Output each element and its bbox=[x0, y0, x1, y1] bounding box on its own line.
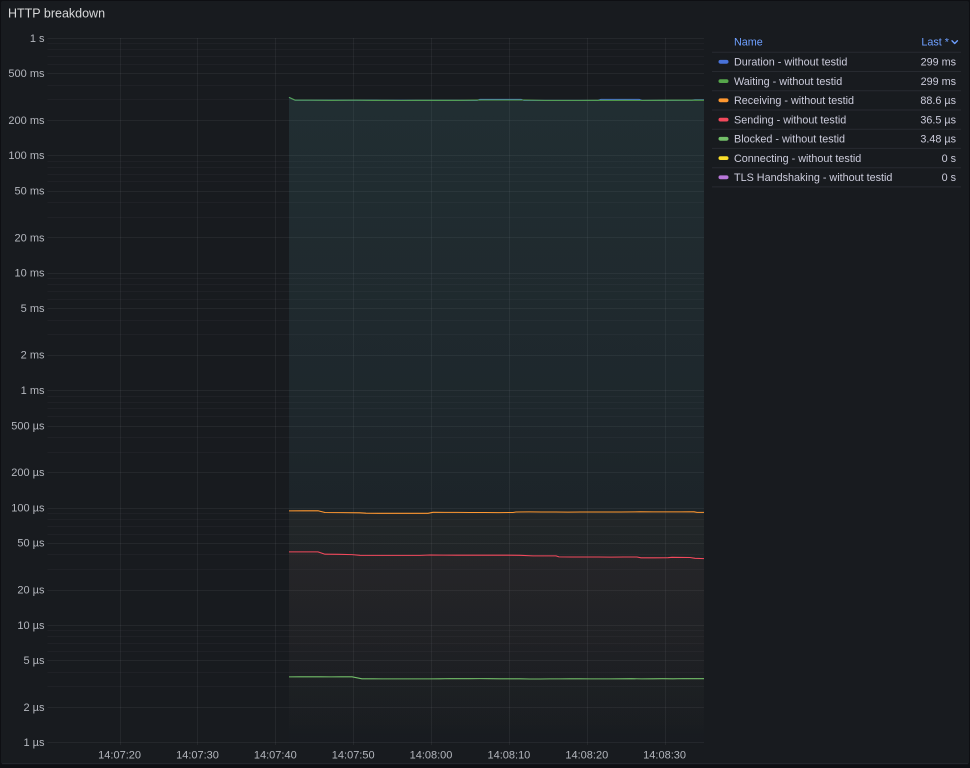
svg-text:TLS Handshaking - without test: TLS Handshaking - without testid bbox=[734, 172, 892, 184]
svg-text:500 µs: 500 µs bbox=[11, 420, 45, 432]
svg-text:299 ms: 299 ms bbox=[921, 76, 957, 88]
svg-text:100 µs: 100 µs bbox=[11, 502, 45, 514]
svg-text:1 s: 1 s bbox=[30, 33, 45, 45]
svg-text:3.48 µs: 3.48 µs bbox=[920, 134, 956, 146]
svg-text:Blocked - without testid: Blocked - without testid bbox=[734, 134, 845, 146]
svg-text:Name: Name bbox=[734, 37, 763, 49]
svg-text:14:08:10: 14:08:10 bbox=[487, 750, 530, 762]
svg-text:HTTP breakdown: HTTP breakdown bbox=[8, 7, 105, 21]
svg-text:20 µs: 20 µs bbox=[17, 585, 45, 597]
svg-text:2 µs: 2 µs bbox=[23, 702, 45, 714]
svg-text:10 ms: 10 ms bbox=[15, 268, 45, 280]
svg-text:14:08:30: 14:08:30 bbox=[643, 750, 686, 762]
svg-text:Receiving - without testid: Receiving - without testid bbox=[734, 95, 854, 107]
svg-text:299 ms: 299 ms bbox=[921, 57, 957, 69]
svg-text:14:07:20: 14:07:20 bbox=[98, 750, 141, 762]
svg-text:Last *: Last * bbox=[921, 37, 949, 49]
svg-text:5 µs: 5 µs bbox=[23, 655, 45, 667]
svg-text:1 ms: 1 ms bbox=[21, 385, 45, 397]
svg-text:14:08:00: 14:08:00 bbox=[410, 750, 453, 762]
svg-text:14:07:30: 14:07:30 bbox=[176, 750, 219, 762]
svg-text:200 µs: 200 µs bbox=[11, 467, 45, 479]
svg-text:2 ms: 2 ms bbox=[21, 350, 45, 362]
svg-text:20 ms: 20 ms bbox=[15, 232, 45, 244]
svg-text:0 s: 0 s bbox=[942, 172, 957, 184]
svg-text:14:07:50: 14:07:50 bbox=[332, 750, 375, 762]
svg-text:1 µs: 1 µs bbox=[23, 737, 45, 749]
svg-text:50 µs: 50 µs bbox=[17, 538, 45, 550]
svg-text:36.5 µs: 36.5 µs bbox=[920, 115, 956, 127]
svg-text:200 ms: 200 ms bbox=[8, 115, 45, 127]
svg-text:0 s: 0 s bbox=[942, 153, 957, 165]
svg-text:Connecting - without testid: Connecting - without testid bbox=[734, 153, 861, 165]
svg-text:100 ms: 100 ms bbox=[8, 150, 45, 162]
svg-text:5 ms: 5 ms bbox=[21, 303, 45, 315]
svg-text:50 ms: 50 ms bbox=[15, 186, 45, 198]
svg-text:500 ms: 500 ms bbox=[8, 68, 45, 80]
svg-text:10 µs: 10 µs bbox=[17, 620, 45, 632]
svg-text:Waiting - without testid: Waiting - without testid bbox=[734, 76, 842, 88]
svg-text:14:08:20: 14:08:20 bbox=[565, 750, 608, 762]
svg-text:88.6 µs: 88.6 µs bbox=[920, 95, 956, 107]
svg-text:Sending - without testid: Sending - without testid bbox=[734, 115, 846, 127]
svg-text:Duration - without testid: Duration - without testid bbox=[734, 57, 847, 69]
svg-text:14:07:40: 14:07:40 bbox=[254, 750, 297, 762]
